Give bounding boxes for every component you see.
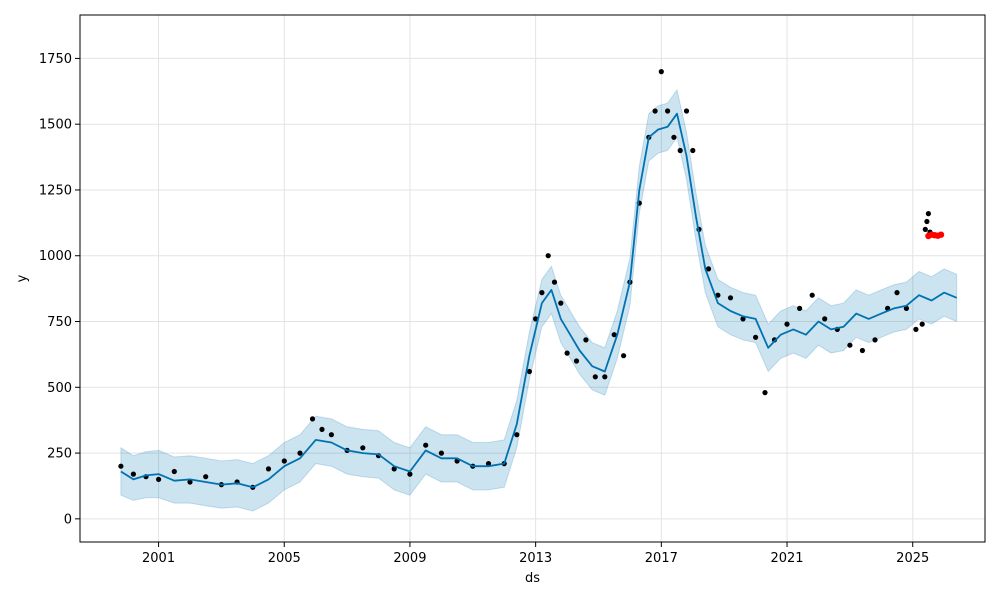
observed-point — [822, 316, 828, 322]
observed-point — [514, 432, 520, 438]
highlight-points — [925, 231, 945, 240]
observed-point — [438, 450, 444, 456]
observed-point — [740, 316, 746, 322]
observed-point — [130, 471, 136, 477]
x-tick-label: 2025 — [896, 551, 929, 566]
y-tick-label: 500 — [47, 381, 72, 396]
observed-point — [611, 332, 617, 338]
observed-point — [671, 134, 677, 140]
observed-point — [187, 479, 193, 485]
x-tick-label: 2021 — [770, 551, 803, 566]
observed-point — [281, 458, 287, 464]
y-tick-label: 250 — [47, 447, 72, 462]
x-tick-label: 2013 — [519, 551, 552, 566]
x-axis-label: ds — [525, 571, 540, 586]
observed-point — [602, 374, 608, 380]
observed-point — [203, 474, 209, 480]
observed-point — [683, 108, 690, 114]
forecast-band — [120, 88, 958, 512]
observed-point — [485, 461, 492, 467]
y-tick-label: 1750 — [39, 52, 72, 67]
plot-frame — [79, 14, 986, 543]
observed-point — [872, 337, 878, 343]
y-tick-label: 750 — [47, 315, 72, 330]
observed-point — [328, 432, 334, 438]
y-tick-label: 1000 — [39, 249, 72, 264]
x-axis-ticks: 2001 2005 2009 2013 2017 2021 2025 — [142, 542, 929, 566]
x-tick-label: 2017 — [645, 551, 678, 566]
observed-point — [545, 253, 551, 259]
observed-point — [564, 350, 570, 356]
observed-point — [924, 218, 930, 225]
observed-point — [903, 305, 910, 311]
observed-point — [573, 358, 580, 364]
observed-point — [809, 292, 815, 298]
observed-point — [705, 266, 712, 272]
observed-point — [551, 279, 558, 285]
observed-point — [265, 466, 272, 472]
observed-point — [297, 450, 303, 456]
forecast-yhat-line — [120, 112, 958, 489]
observed-point — [797, 305, 803, 311]
observed-point — [391, 466, 397, 472]
forecast-line — [120, 112, 958, 489]
observed-point — [592, 374, 598, 380]
observed-point — [309, 416, 316, 422]
observed-point — [407, 471, 413, 477]
observed-point — [925, 211, 932, 217]
observed-point — [621, 353, 627, 359]
x-tick-label: 2009 — [393, 551, 426, 566]
observed-point — [526, 368, 533, 375]
observed-point — [919, 321, 925, 327]
observed-point — [690, 147, 696, 154]
y-axis-label: y — [15, 274, 30, 282]
uncertainty-band — [120, 88, 958, 512]
observed-point — [727, 295, 734, 301]
observed-point — [859, 347, 866, 354]
y-tick-label: 1250 — [39, 183, 72, 198]
observed-point — [922, 226, 928, 232]
observed-point — [913, 326, 919, 332]
observed-point — [762, 390, 768, 396]
observed-point — [533, 316, 539, 322]
observed-point — [715, 292, 721, 298]
grid-lines — [80, 15, 985, 542]
observed-point — [583, 337, 589, 343]
observed-point — [360, 445, 366, 451]
observed-point — [677, 147, 683, 154]
highlight-point — [937, 231, 945, 238]
observed-points — [118, 69, 933, 490]
observed-point — [847, 342, 853, 348]
observed-point — [753, 334, 759, 340]
observed-point — [558, 300, 564, 306]
y-tick-label: 0 — [64, 512, 72, 527]
observed-point — [423, 442, 429, 448]
y-tick-label: 1500 — [39, 118, 72, 133]
observed-point — [171, 468, 177, 475]
observed-point — [652, 108, 658, 114]
x-tick-label: 2001 — [142, 551, 175, 566]
observed-point — [539, 290, 545, 296]
observed-point — [319, 426, 325, 432]
observed-point — [784, 321, 790, 327]
y-axis-ticks: 0 250 500 750 1000 1250 1500 1750 — [39, 52, 80, 527]
observed-point — [665, 108, 671, 114]
x-tick-label: 2005 — [268, 551, 301, 566]
observed-point — [156, 476, 162, 482]
observed-point — [894, 290, 900, 296]
observed-point — [118, 463, 124, 469]
observed-point — [658, 69, 664, 75]
